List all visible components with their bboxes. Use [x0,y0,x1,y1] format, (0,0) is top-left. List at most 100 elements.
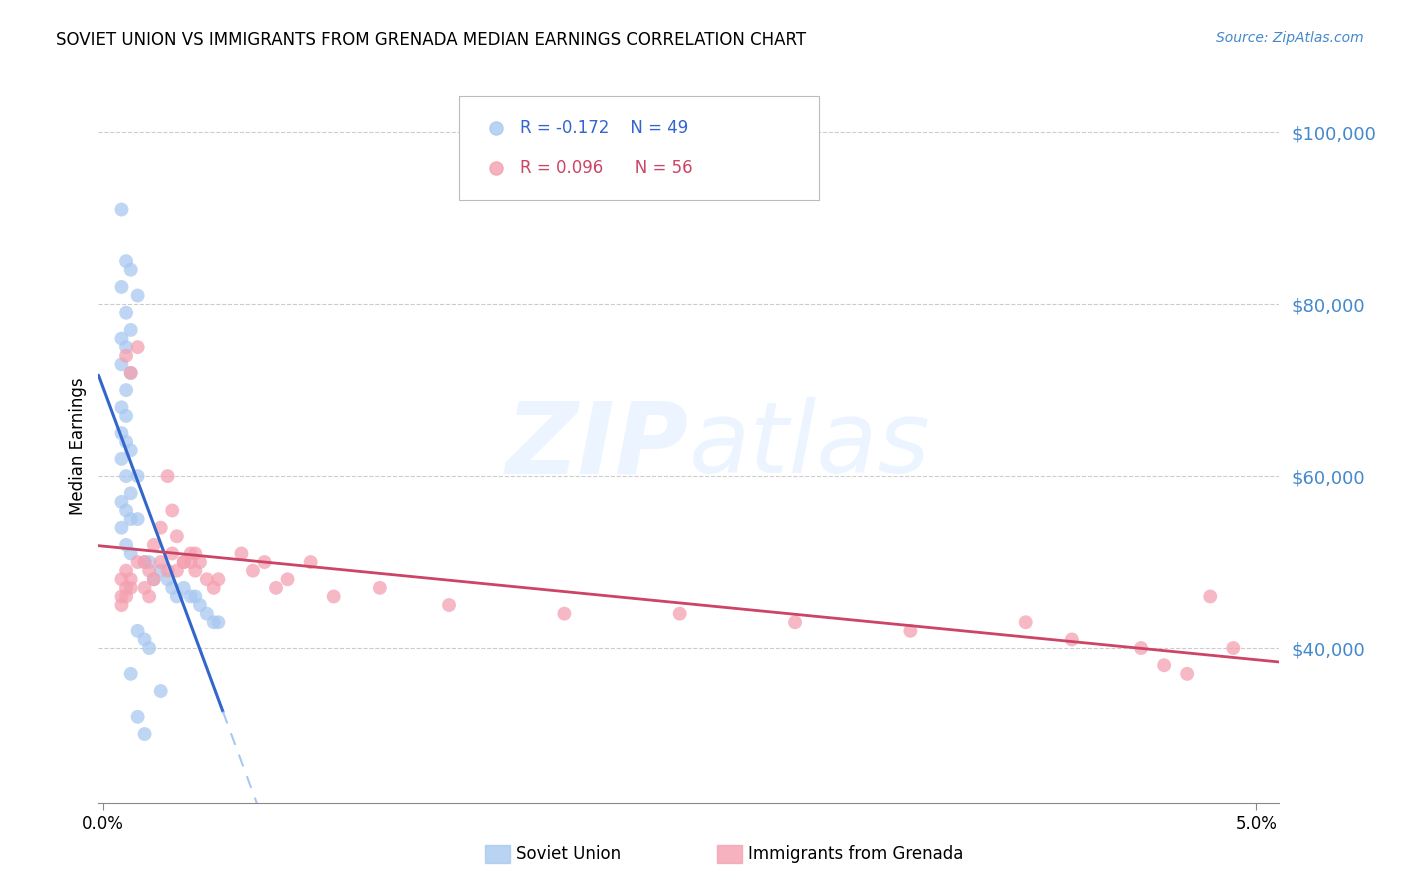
Point [110,590,132,604]
Point [138,590,160,604]
Point [142,572,165,586]
Point [115,538,138,552]
Point [207,572,229,586]
Point [120,546,142,560]
Point [120,512,142,526]
Text: atlas: atlas [689,398,931,494]
Point [110,357,132,371]
Point [127,710,149,724]
Point [277,572,299,586]
Point [120,572,142,586]
Point [127,469,149,483]
Point [180,555,202,569]
Point [188,555,211,569]
Point [110,426,132,441]
Point [110,572,132,586]
Text: ZIP: ZIP [506,398,689,494]
Point [156,572,179,586]
Point [180,546,202,560]
Point [120,323,142,337]
Point [134,632,156,647]
Point [120,366,142,380]
Point [207,615,229,630]
Point [110,451,132,466]
Point [120,443,142,458]
Point [115,469,138,483]
Point [368,581,391,595]
Point [553,607,575,621]
Point [134,581,156,595]
Point [173,555,195,569]
Point [115,564,138,578]
Point [162,503,183,517]
Point [299,555,322,569]
Point [1222,641,1244,656]
Point [142,538,165,552]
Text: R = -0.172    N = 49: R = -0.172 N = 49 [520,120,689,137]
Text: Source: ZipAtlas.com: Source: ZipAtlas.com [1216,31,1364,45]
FancyBboxPatch shape [458,96,818,200]
Point [138,564,160,578]
Point [149,521,172,535]
Text: Soviet Union: Soviet Union [516,845,621,863]
Point [264,581,287,595]
Text: SOVIET UNION VS IMMIGRANTS FROM GRENADA MEDIAN EARNINGS CORRELATION CHART: SOVIET UNION VS IMMIGRANTS FROM GRENADA … [56,31,807,49]
Point [110,202,132,217]
Point [156,469,179,483]
Point [322,590,344,604]
Point [115,590,138,604]
Point [149,555,172,569]
Point [166,564,188,578]
Point [166,529,188,543]
Point [115,349,138,363]
Point [138,641,160,656]
Point [127,288,149,302]
Point [127,340,149,354]
Point [115,581,138,595]
Point [242,564,264,578]
Point [1175,666,1198,681]
Point [110,280,132,294]
Text: R = 0.096      N = 56: R = 0.096 N = 56 [520,159,693,177]
Point [134,555,156,569]
Point [162,546,183,560]
Point [173,555,195,569]
Point [668,607,690,621]
Point [900,624,922,638]
Point [202,615,225,630]
Point [184,546,207,560]
Point [115,254,138,268]
Point [1153,658,1175,673]
Point [202,581,225,595]
Point [188,598,211,612]
Point [120,666,142,681]
Point [110,521,132,535]
Point [184,564,207,578]
Point [134,555,156,569]
Point [149,684,172,698]
Point [127,512,149,526]
Point [156,564,179,578]
Point [115,409,138,423]
Point [162,581,183,595]
Point [142,572,165,586]
Point [115,503,138,517]
Point [110,495,132,509]
Point [138,555,160,569]
Point [134,727,156,741]
Point [195,572,218,586]
Point [127,555,149,569]
Point [127,624,149,638]
Point [253,555,276,569]
Point [173,581,195,595]
Point [166,590,188,604]
Text: Immigrants from Grenada: Immigrants from Grenada [748,845,963,863]
Point [115,434,138,449]
Point [110,598,132,612]
Point [180,590,202,604]
Point [149,564,172,578]
Point [115,340,138,354]
Point [120,486,142,500]
Point [195,607,218,621]
Point [1060,632,1083,647]
